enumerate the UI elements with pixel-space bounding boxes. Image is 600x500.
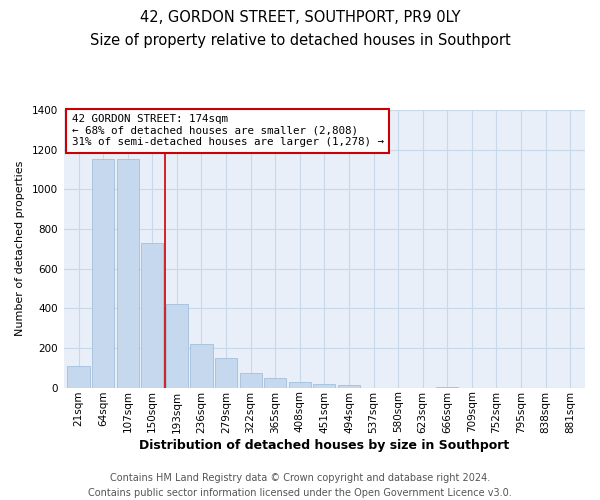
- Bar: [67, 366, 89, 388]
- Bar: [215, 358, 237, 388]
- Text: 42, GORDON STREET, SOUTHPORT, PR9 0LY
Size of property relative to detached hous: 42, GORDON STREET, SOUTHPORT, PR9 0LY Si…: [89, 10, 511, 48]
- Bar: [92, 158, 114, 388]
- Bar: [289, 382, 311, 388]
- Bar: [239, 373, 262, 388]
- Bar: [338, 384, 360, 388]
- Bar: [436, 386, 458, 388]
- Bar: [313, 384, 335, 388]
- Text: Contains HM Land Registry data © Crown copyright and database right 2024.
Contai: Contains HM Land Registry data © Crown c…: [88, 472, 512, 498]
- X-axis label: Distribution of detached houses by size in Southport: Distribution of detached houses by size …: [139, 440, 509, 452]
- Bar: [141, 243, 163, 388]
- Bar: [116, 160, 139, 388]
- Bar: [190, 344, 212, 388]
- Bar: [166, 304, 188, 388]
- Text: 42 GORDON STREET: 174sqm
← 68% of detached houses are smaller (2,808)
31% of sem: 42 GORDON STREET: 174sqm ← 68% of detach…: [71, 114, 383, 148]
- Y-axis label: Number of detached properties: Number of detached properties: [15, 161, 25, 336]
- Bar: [264, 378, 286, 388]
